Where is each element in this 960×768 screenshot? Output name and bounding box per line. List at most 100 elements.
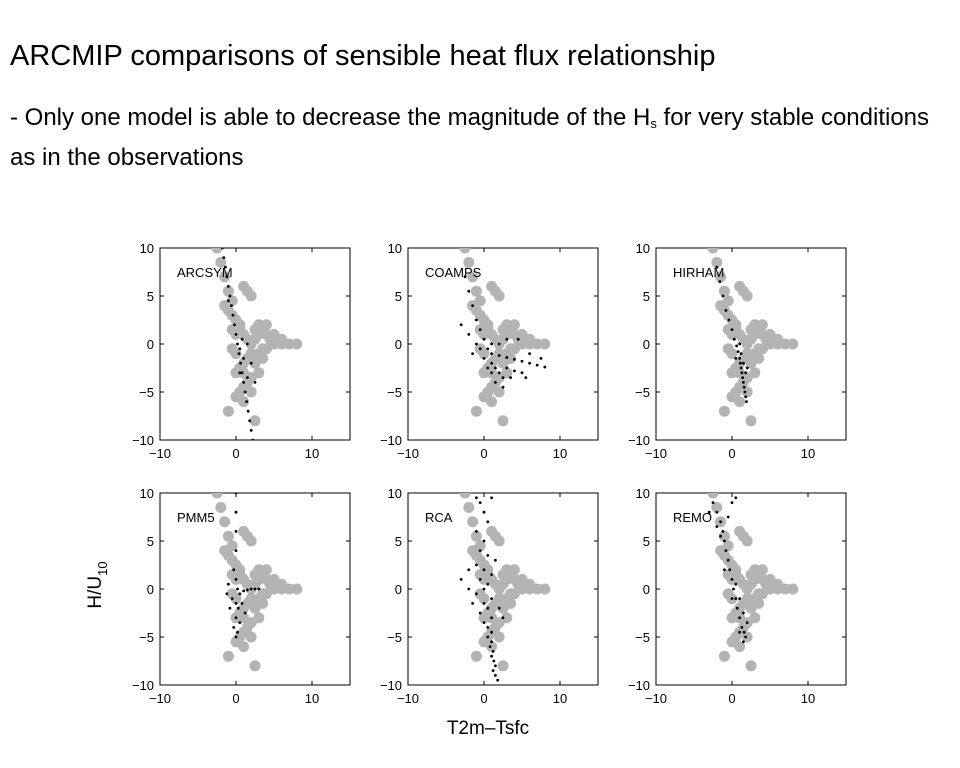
model-point xyxy=(490,342,493,346)
model-point xyxy=(246,376,249,379)
observation-point xyxy=(745,660,757,672)
observation-point xyxy=(493,290,505,302)
model-point xyxy=(543,365,547,369)
model-point xyxy=(745,400,748,403)
model-point xyxy=(728,568,732,572)
model-point xyxy=(497,606,501,610)
model-point xyxy=(726,558,730,562)
x-tick-label: 0 xyxy=(480,446,487,461)
model-point xyxy=(240,602,244,605)
observation-point xyxy=(245,348,257,360)
model-point xyxy=(240,337,244,341)
observation-point xyxy=(756,319,768,331)
model-series xyxy=(225,493,261,639)
model-point xyxy=(242,381,246,384)
observation-point xyxy=(734,367,746,379)
observations-series xyxy=(459,248,551,427)
model-point xyxy=(490,352,493,355)
observation-point xyxy=(470,650,482,662)
model-point xyxy=(467,333,471,336)
observation-point xyxy=(749,564,761,576)
model-point xyxy=(524,376,528,379)
observation-point xyxy=(238,641,250,653)
x-tick-label: −10 xyxy=(149,446,171,461)
model-point xyxy=(494,674,497,677)
y-tick-label: −5 xyxy=(635,385,650,400)
model-point xyxy=(228,606,232,610)
observation-point xyxy=(226,588,238,600)
model-series xyxy=(707,496,749,644)
x-tick-label: −10 xyxy=(397,446,419,461)
model-point xyxy=(236,342,239,346)
y-tick-label: 10 xyxy=(388,486,402,501)
observation-point xyxy=(249,415,261,427)
model-point xyxy=(743,390,747,394)
observation-point xyxy=(463,501,475,513)
y-tick-label: 10 xyxy=(388,241,402,256)
model-point xyxy=(509,376,512,379)
model-point xyxy=(738,342,741,346)
slide-bullet: - Only one model is able to decrease the… xyxy=(10,101,950,175)
model-point xyxy=(243,611,247,615)
model-point xyxy=(467,289,471,293)
model-point xyxy=(505,337,509,341)
panel-hirham: −10 0 10 −10 −5 0 5 10 HIRHAM xyxy=(628,241,847,461)
observation-point xyxy=(470,530,482,542)
bullet-subscript: s xyxy=(650,116,657,131)
model-point xyxy=(707,510,711,514)
y-tick-label: 5 xyxy=(147,534,154,549)
observation-point xyxy=(741,290,753,302)
observation-point xyxy=(711,256,723,268)
model-point xyxy=(242,357,246,360)
observation-point xyxy=(726,612,738,624)
panel-label: RCA xyxy=(425,510,453,525)
observation-point xyxy=(215,501,227,513)
model-point xyxy=(528,352,531,355)
model-point xyxy=(246,409,250,413)
observation-point xyxy=(718,285,730,297)
observation-point xyxy=(474,588,486,600)
y-tick-label: −5 xyxy=(139,385,154,400)
model-point xyxy=(236,606,240,610)
x-tick-label: 10 xyxy=(801,446,815,461)
model-point xyxy=(253,587,257,591)
observation-point xyxy=(772,333,784,345)
model-point xyxy=(234,333,238,336)
model-point xyxy=(738,597,741,600)
observation-point xyxy=(722,588,734,600)
model-point xyxy=(730,597,734,600)
observation-point xyxy=(245,593,257,605)
observation-point xyxy=(718,650,730,662)
panel-remo: −10 0 10 −10 −5 0 5 10 REMO xyxy=(628,486,847,706)
y-tick-label: 5 xyxy=(395,534,402,549)
x-tick-label: −10 xyxy=(397,691,419,706)
observation-point xyxy=(505,588,517,600)
model-point xyxy=(513,369,516,373)
observation-point xyxy=(215,256,227,268)
model-point xyxy=(724,309,728,312)
model-point xyxy=(249,361,253,365)
observation-point xyxy=(222,530,234,542)
x-tick-label: 10 xyxy=(801,691,815,706)
model-point xyxy=(234,616,238,620)
observation-point xyxy=(211,493,223,499)
model-point xyxy=(238,621,242,624)
x-tick-label: 0 xyxy=(728,446,735,461)
observation-point xyxy=(501,319,513,331)
observation-point xyxy=(734,396,746,408)
observation-point xyxy=(497,660,509,672)
y-tick-label: −10 xyxy=(628,433,650,448)
x-tick-label: 0 xyxy=(232,446,239,461)
x-axis-label: T2m–Tsfc xyxy=(447,718,529,739)
model-point xyxy=(742,611,745,615)
model-point xyxy=(482,587,486,591)
model-point xyxy=(478,501,482,504)
panel-label: ARCSYM xyxy=(177,265,233,280)
observation-point xyxy=(787,583,799,595)
model-point xyxy=(234,602,238,605)
model-point xyxy=(220,248,224,250)
y-tick-label: 5 xyxy=(395,289,402,304)
model-point xyxy=(742,361,745,365)
observation-point xyxy=(470,285,482,297)
